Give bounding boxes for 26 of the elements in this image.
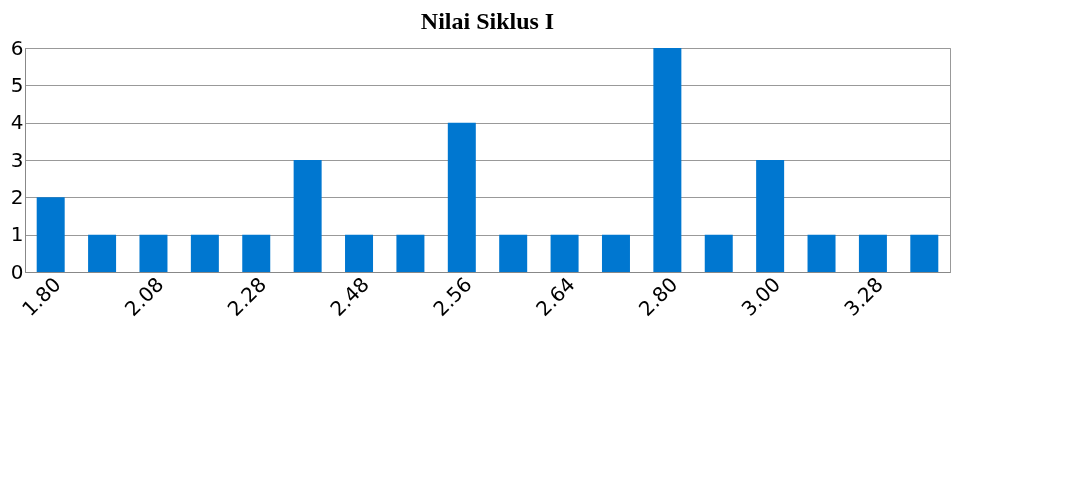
bar bbox=[447, 122, 476, 272]
bar bbox=[88, 234, 117, 272]
bar bbox=[910, 234, 939, 272]
bar bbox=[601, 234, 630, 272]
y-tick-label: 3 bbox=[10, 147, 24, 172]
y-tick-label: 4 bbox=[10, 110, 24, 135]
bar bbox=[36, 197, 65, 272]
bar bbox=[807, 234, 836, 272]
bar bbox=[653, 48, 682, 272]
bar bbox=[499, 234, 528, 272]
bar bbox=[704, 234, 733, 272]
bar bbox=[242, 234, 271, 272]
y-tick-label: 5 bbox=[10, 72, 24, 97]
bar bbox=[345, 234, 374, 272]
bar bbox=[396, 234, 425, 272]
bar bbox=[293, 160, 322, 272]
bar bbox=[858, 234, 887, 272]
bar bbox=[190, 234, 219, 272]
chart-title: Nilai Siklus I bbox=[420, 8, 555, 34]
bar bbox=[139, 234, 168, 272]
y-tick-label: 0 bbox=[10, 259, 24, 284]
y-tick-label: 2 bbox=[10, 184, 24, 209]
bar bbox=[756, 160, 785, 272]
y-tick-label: 6 bbox=[10, 35, 24, 60]
bar bbox=[550, 234, 579, 272]
y-tick-label: 1 bbox=[10, 222, 24, 247]
